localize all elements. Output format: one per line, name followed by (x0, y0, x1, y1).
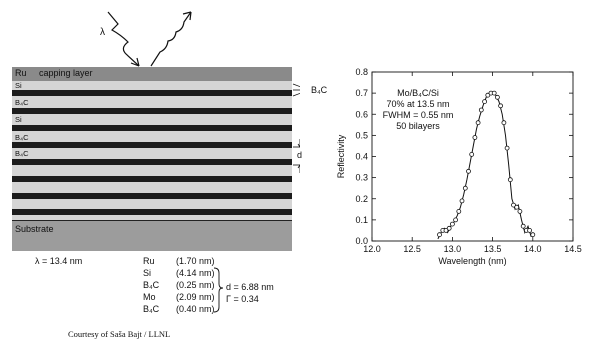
y-tick-label: 0.7 (355, 88, 368, 98)
incident-beam-arrow (107, 11, 140, 67)
data-point (511, 202, 516, 208)
b4c-callout-label: B₄C (311, 85, 328, 95)
y-axis-label: Reflectivity (336, 134, 346, 178)
data-point (520, 223, 526, 229)
thickness-material: Si (143, 268, 152, 278)
reflected-beam-arrow (150, 11, 192, 67)
capping-element-label: Ru (15, 68, 27, 78)
thickness-material: B₄C (143, 280, 160, 290)
thickness-value: (0.25 nm) (176, 280, 215, 290)
y-tick-label: 0.2 (355, 194, 368, 204)
data-point (501, 120, 507, 126)
x-tick-label: 14.5 (564, 244, 582, 254)
mo-layer (12, 142, 292, 148)
b4c-callout-line (292, 83, 300, 88)
mo-layer (12, 125, 292, 131)
thickness-value: (4.14 nm) (176, 268, 215, 278)
x-tick-label: 14.0 (524, 244, 542, 254)
thickness-value: (2.09 nm) (176, 292, 215, 302)
thickness-material: B₄C (143, 304, 160, 314)
si-label-2: Si (15, 115, 22, 124)
figure-caption: Courtesy of Saša Bajt / LLNL (68, 329, 171, 339)
data-point (456, 208, 462, 214)
data-point (475, 120, 481, 126)
data-point (443, 227, 449, 233)
y-tick-label: 0.3 (355, 173, 368, 183)
x-tick-label: 12.0 (363, 244, 381, 254)
data-point (453, 217, 459, 223)
b4c-side-label-2: B₄C (15, 133, 29, 142)
data-point (530, 232, 536, 238)
chart-annotation: FWHM = 0.55 nm (383, 110, 454, 120)
gamma-value: Γ = 0.34 (226, 294, 259, 304)
substrate-block (12, 221, 292, 251)
y-tick-label: 0.5 (355, 130, 368, 140)
period-value: d = 6.88 nm (226, 282, 274, 292)
capping-layer (12, 67, 292, 81)
thickness-material: Ru (143, 256, 155, 266)
capping-layer-label: capping layer (39, 68, 93, 78)
b4c-side-label-1: B₄C (15, 98, 29, 107)
mo-layer (12, 193, 292, 199)
data-point (514, 204, 520, 210)
mo-layer (12, 159, 292, 165)
y-tick-label: 0.8 (355, 67, 368, 77)
y-tick-label: 0.0 (355, 236, 368, 246)
period-bracket (213, 267, 224, 313)
y-tick-label: 0.4 (355, 152, 368, 162)
period-arrowhead (297, 143, 300, 169)
mo-layer (12, 90, 292, 96)
data-point (494, 94, 500, 100)
data-point (498, 103, 504, 109)
data-point (437, 232, 442, 238)
data-point (485, 92, 491, 98)
data-point (527, 227, 532, 233)
wavelength-note: λ = 13.4 nm (35, 256, 83, 266)
lambda-label: λ (100, 27, 105, 38)
thickness-value: (0.40 nm) (176, 304, 215, 314)
period-label: d (297, 150, 303, 160)
beam-diagram (107, 11, 192, 67)
si-label-1: Si (15, 81, 22, 90)
x-axis-label: Wavelength (nm) (438, 256, 506, 266)
data-point (466, 168, 471, 174)
data-point (482, 99, 488, 104)
thickness-material: Mo (143, 292, 156, 302)
data-point (446, 225, 452, 231)
chart-annotation: 70% at 13.5 nm (386, 99, 449, 109)
data-point (449, 221, 455, 227)
incident-beam-arrowhead (130, 57, 140, 67)
x-tick-label: 12.5 (403, 244, 421, 254)
x-tick-label: 13.0 (444, 244, 462, 254)
y-tick-label: 0.1 (355, 215, 368, 225)
data-point (507, 177, 513, 183)
data-point (478, 107, 484, 113)
multilayer-stack (12, 67, 300, 251)
data-point (469, 151, 475, 157)
data-point (472, 135, 478, 140)
chart-annotation: 50 bilayers (396, 121, 440, 131)
mo-layers (12, 90, 292, 215)
data-point (491, 90, 497, 96)
thickness-value: (1.70 nm) (176, 256, 215, 266)
mo-layer (12, 209, 292, 215)
chart-annotation: Mo/B₄C/Si (397, 88, 439, 98)
mo-layer (12, 176, 292, 182)
data-point (459, 198, 465, 204)
data-point (504, 145, 510, 151)
b4c-callout-line (292, 92, 300, 97)
x-tick-label: 13.5 (484, 244, 502, 254)
b4c-side-label-3: B₄C (15, 149, 29, 158)
reflected-beam-arrowhead (182, 11, 192, 21)
data-point (462, 185, 468, 191)
mo-layer (12, 108, 292, 114)
substrate-label: Substrate (15, 224, 54, 234)
y-tick-label: 0.6 (355, 109, 368, 119)
data-point (517, 208, 523, 214)
